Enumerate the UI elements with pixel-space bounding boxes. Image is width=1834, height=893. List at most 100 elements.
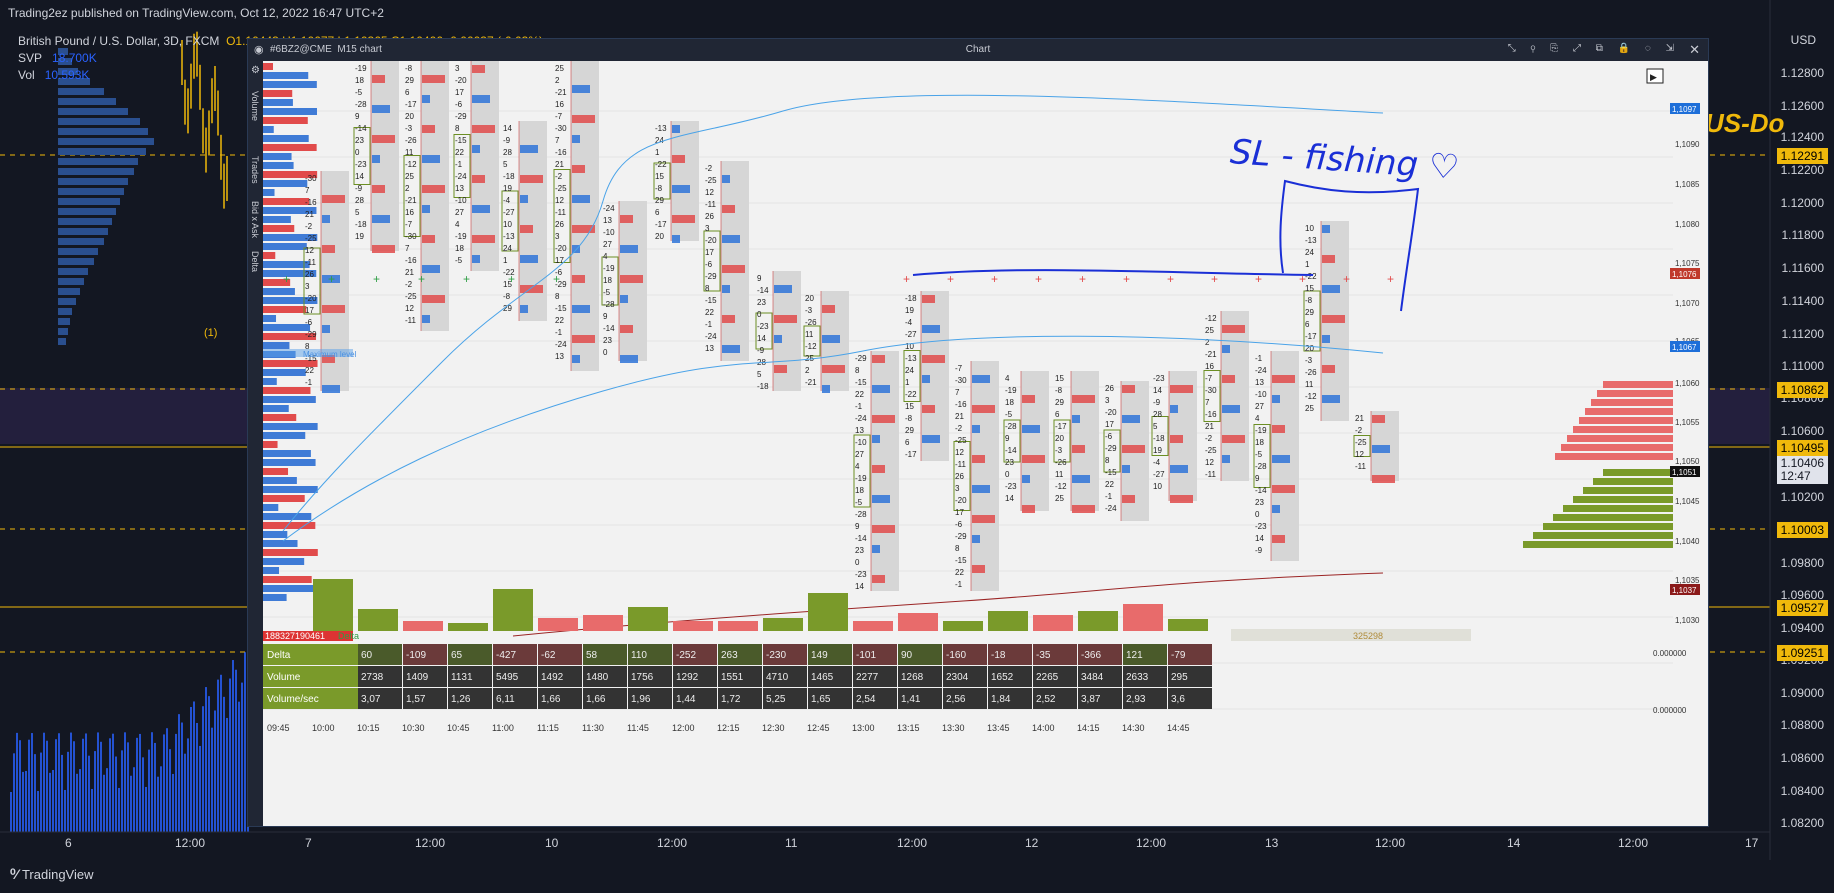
left-profile-bar <box>263 180 308 187</box>
left-profile-bar <box>263 387 311 394</box>
footprint-canvas[interactable]: -307-1621-2-2512-11263-2017-6-298-1522-1… <box>263 61 1708 826</box>
price-level-badge[interactable]: 1.10003 <box>1776 522 1828 538</box>
event-marker[interactable]: (1) <box>204 327 218 339</box>
tradingview-logo[interactable]: ⁰⁄ TradingView <box>10 866 94 883</box>
footprint-number: 11 <box>1055 470 1064 479</box>
time-tick: 17 <box>1745 836 1759 850</box>
timeframe-label[interactable]: M15 chart <box>337 44 382 55</box>
gear-icon[interactable]: ⚙ <box>251 65 260 76</box>
footprint-cell <box>472 125 495 133</box>
footprint-number: -13 <box>905 354 917 363</box>
footprint-number: 8 <box>705 284 710 293</box>
close-icon[interactable]: ✕ <box>1689 42 1700 57</box>
price-level-badge[interactable]: 1.09251 <box>1776 645 1828 661</box>
footprint-number: 25 <box>805 354 814 363</box>
svp-bar <box>58 138 154 145</box>
price-level-badge[interactable]: 1.10495 <box>1776 440 1828 456</box>
footprint-number: 8 <box>555 292 560 301</box>
footprint-number: 26 <box>1105 384 1114 393</box>
window-titlebar[interactable]: ◉ #6BZ2@CME M15 chart Chart ⤡ ⚲ ⎘ ⤢ ⧉ 🔒 … <box>248 39 1708 61</box>
footprint-column-bg <box>1221 311 1249 481</box>
footprint-box <box>553 169 571 263</box>
toolbar-icons[interactable]: ⤡ ⚲ ⎘ ⤢ ⧉ 🔒 ◌ ⇲ <box>1507 43 1680 54</box>
price-level-badge[interactable]: 1.09527 <box>1776 600 1828 616</box>
footprint-number: 19 <box>503 184 512 193</box>
table-value: 5,25 <box>766 694 786 705</box>
time-tick: 6 <box>65 836 72 850</box>
chart-time-tick: 14:30 <box>1122 723 1145 733</box>
table-value: 2304 <box>946 672 969 683</box>
footprint-number: -8 <box>655 184 663 193</box>
footprint-number: 16 <box>555 100 564 109</box>
table-cell <box>673 688 717 709</box>
volume-bar <box>40 752 42 832</box>
footprint-number: -30 <box>405 232 417 241</box>
table-value: 1,66 <box>586 694 606 705</box>
chart-price-badge-bg <box>1670 466 1700 477</box>
footprint-number: 23 <box>1255 498 1264 507</box>
cum-delta-label: Delta <box>338 631 359 641</box>
window-instrument[interactable]: #6BZ2@CME M15 chart <box>270 44 382 55</box>
footprint-cell <box>1122 445 1145 453</box>
volume-bar <box>118 787 120 832</box>
chart-price-tick: 1,1085 <box>1675 180 1700 189</box>
footprint-number: 25 <box>1305 404 1314 413</box>
footprint-number: -9 <box>757 346 765 355</box>
volume-bar <box>115 756 117 832</box>
footprint-number: -12 <box>1205 314 1217 323</box>
volume-bar <box>19 740 21 832</box>
footprint-box <box>653 162 671 200</box>
svp-value: 18.700K <box>52 51 97 65</box>
footprint-cell <box>1322 335 1330 343</box>
right-profile-green <box>1583 487 1673 494</box>
table-cell <box>1123 666 1167 687</box>
side-panel[interactable]: ⚙ Volume Trades Bid x Ask Delta <box>248 61 263 826</box>
footprint-cell <box>472 145 480 153</box>
footprint-number: 2 <box>805 366 810 375</box>
footprint-cell <box>1272 375 1295 383</box>
footprint-number: 0 <box>355 148 360 157</box>
table-cell <box>628 688 672 709</box>
footprint-number: 21 <box>305 210 314 219</box>
footprint-number: 3 <box>1105 396 1110 405</box>
volume-bar <box>136 737 138 832</box>
time-tick: 10 <box>545 836 559 850</box>
footprint-number: 14 <box>855 582 864 591</box>
side-tab-delta[interactable]: Delta <box>250 251 260 273</box>
vol-label[interactable]: Vol <box>18 68 35 82</box>
footprint-cell <box>520 175 543 183</box>
right-profile-green <box>1543 523 1673 530</box>
left-profile-bar <box>263 189 275 196</box>
footprint-number: -23 <box>855 570 867 579</box>
footprint-number: -18 <box>1153 434 1165 443</box>
footprint-number: 6 <box>655 208 660 217</box>
footprint-number: 24 <box>503 244 512 253</box>
footprint-number: 0 <box>757 310 762 319</box>
footprint-chart-window[interactable]: ◉ #6BZ2@CME M15 chart Chart ⤡ ⚲ ⎘ ⤢ ⧉ 🔒 … <box>247 38 1709 827</box>
table-value: 6,11 <box>496 694 515 705</box>
table-cell <box>358 688 402 709</box>
volume-bar <box>121 750 123 832</box>
right-profile-red <box>1585 408 1673 415</box>
footprint-number: 17 <box>455 88 464 97</box>
price-level-badge[interactable]: 1.12291 <box>1776 148 1828 164</box>
side-tab-trades[interactable]: Trades <box>250 156 260 184</box>
svp-label[interactable]: SVP <box>18 51 43 65</box>
price-level-badge[interactable]: 1.10862 <box>1776 382 1828 398</box>
chart-price-tick: 1,1090 <box>1675 140 1700 149</box>
current-price-badge[interactable]: 1.10406 12:47 <box>1776 456 1828 484</box>
table-cell <box>538 688 582 709</box>
footprint-number: -26 <box>405 136 417 145</box>
app-icon: ◉ <box>254 44 264 56</box>
side-tab-bid-x-ask[interactable]: Bid x Ask <box>250 201 260 239</box>
annotation-bracket <box>1279 179 1420 312</box>
footprint-number: -11 <box>955 460 967 469</box>
chart-price-tick: 1,1030 <box>1675 616 1700 625</box>
symbol-title[interactable]: British Pound / U.S. Dollar, 3D, FXCM <box>18 34 220 48</box>
ma-line-upper <box>282 94 1384 532</box>
table-value: 1,72 <box>721 694 741 705</box>
footprint-number: -28 <box>603 300 615 309</box>
side-tab-volume[interactable]: Volume <box>250 91 260 122</box>
table-cell <box>853 666 897 687</box>
footprint-number: 2 <box>405 184 410 193</box>
